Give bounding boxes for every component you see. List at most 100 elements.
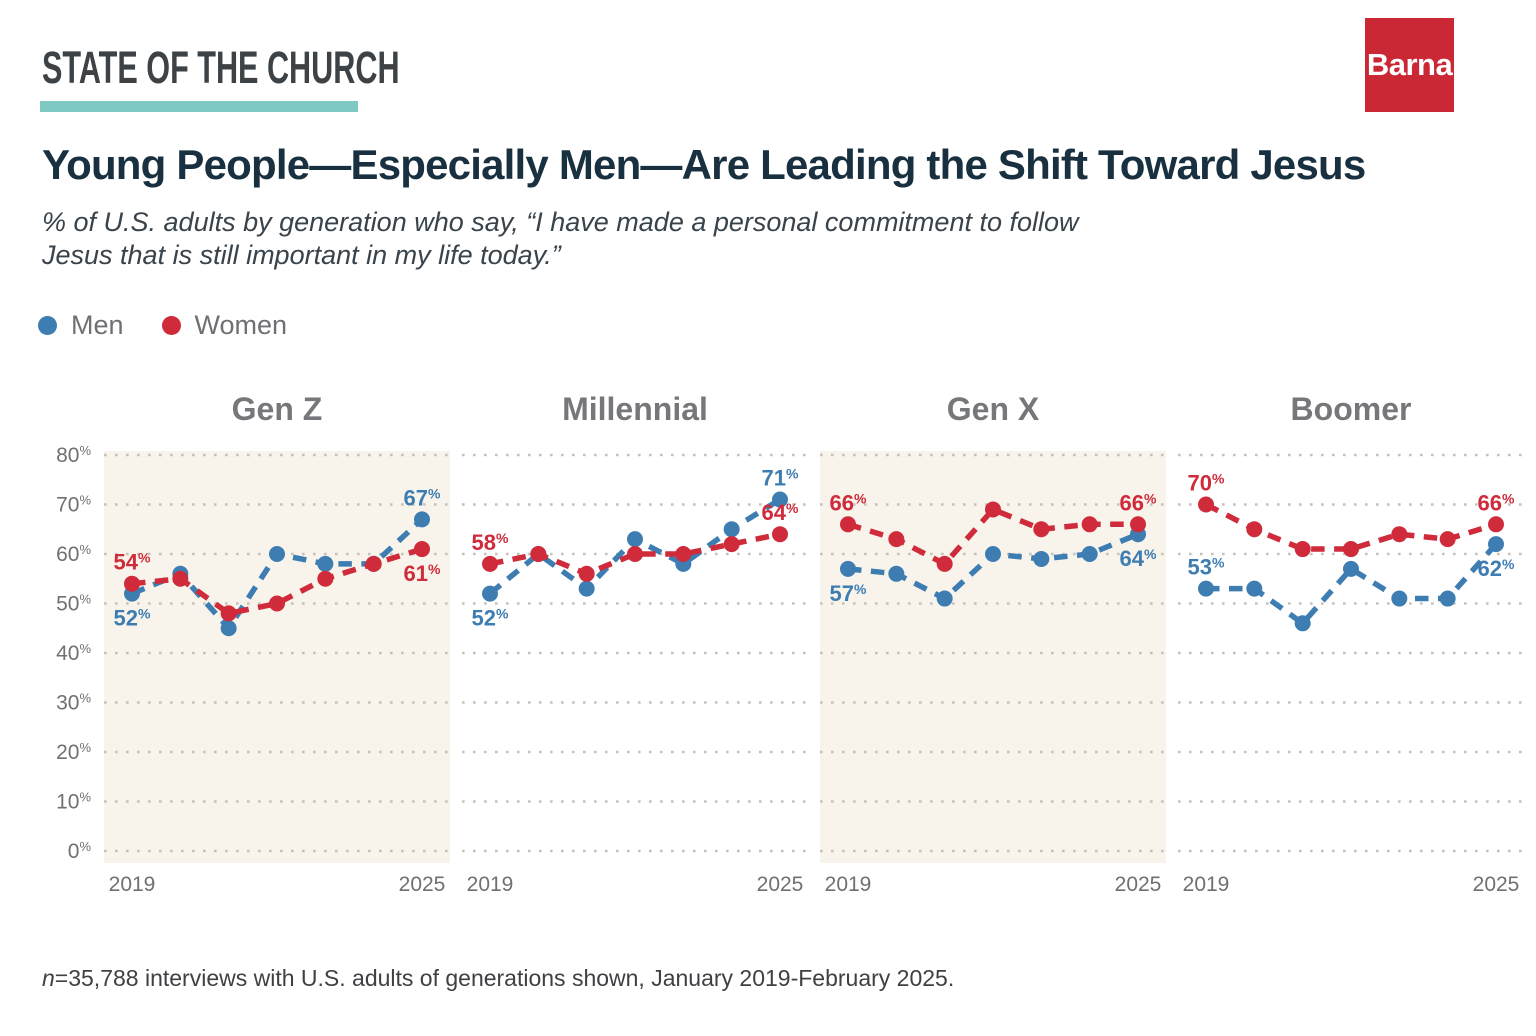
women-data-point-marker <box>1033 521 1050 538</box>
x-axis-label: 2019 <box>109 873 156 896</box>
x-axis-label: 2025 <box>1473 873 1520 896</box>
women-data-point-marker <box>1391 526 1408 543</box>
men-data-point-marker <box>888 565 905 582</box>
women-data-point-marker <box>317 570 334 587</box>
legend-item-men: Men <box>38 310 124 341</box>
x-axis-label: 2019 <box>825 873 872 896</box>
panel-title: Gen X <box>947 391 1040 427</box>
y-axis-label: 80% <box>56 443 91 467</box>
women-data-point-marker <box>675 546 692 562</box>
teal-accent-bar <box>40 101 358 112</box>
women-data-point-marker <box>482 555 498 572</box>
y-axis-label: 60% <box>56 542 91 566</box>
x-axis-label: 2025 <box>1115 873 1162 896</box>
men-data-point-marker <box>482 585 498 602</box>
y-axis-label: 50% <box>56 592 91 616</box>
chart-panel-boomer: Boomer 2019 2025 53% 62% 70% 66% <box>1178 391 1524 896</box>
y-axis-label: 10% <box>56 790 91 814</box>
y-axis-label: 20% <box>56 740 91 764</box>
women-value-label: 58% <box>472 530 509 555</box>
women-data-point-marker <box>1130 516 1146 533</box>
men-data-point-marker <box>772 491 788 508</box>
panel-background <box>104 451 450 863</box>
men-data-point-marker <box>936 590 953 607</box>
men-value-label: 52% <box>114 606 151 631</box>
men-value-label: 62% <box>1478 556 1515 581</box>
women-data-point-marker <box>772 526 788 543</box>
footnote: n=35,788 interviews with U.S. adults of … <box>42 965 954 992</box>
men-data-point-marker <box>1081 546 1098 562</box>
men-data-point-marker <box>627 531 643 548</box>
y-axis-label: 70% <box>56 493 91 517</box>
barna-logo: Barna <box>1365 18 1454 112</box>
men-value-label: 53% <box>1188 555 1225 580</box>
panel-title: Millennial <box>562 391 708 427</box>
chart-legend: Men Women <box>38 310 287 341</box>
y-axis-label: 0% <box>68 839 92 863</box>
panel-title: Boomer <box>1291 391 1412 427</box>
men-data-point-marker <box>1294 615 1311 632</box>
men-data-point-marker <box>1198 580 1214 597</box>
women-value-label: 66% <box>1478 490 1515 515</box>
women-data-point-marker <box>1294 541 1311 558</box>
women-data-point-marker <box>124 575 140 592</box>
footnote-text: =35,788 interviews with U.S. adults of g… <box>54 965 955 991</box>
chart-panel-gen-z: Gen Z 2019 2025 52% 67% 54% 61% <box>104 391 450 896</box>
women-data-point-marker <box>985 501 1001 518</box>
footnote-n: n <box>42 965 55 991</box>
chart-panel-millennial: Millennial 2019 2025 52% 71% 58% 64% <box>462 391 808 896</box>
women-value-label: 66% <box>1120 490 1157 515</box>
women-data-point-marker <box>414 541 430 558</box>
men-data-point-marker <box>985 546 1001 562</box>
chart-title: Young People—Especially Men—Are Leading … <box>42 141 1366 188</box>
men-data-point-marker <box>578 580 595 597</box>
men-data-point-marker <box>1343 560 1359 577</box>
women-value-label: 66% <box>830 490 867 515</box>
x-axis-label: 2025 <box>757 873 804 896</box>
legend-label-women: Women <box>194 310 288 340</box>
men-value-label: 64% <box>1120 546 1157 571</box>
women-value-label: 64% <box>762 500 799 525</box>
panel-background <box>820 451 1166 863</box>
women-value-label: 54% <box>114 550 151 575</box>
men-data-point-marker <box>269 546 285 562</box>
men-data-point-marker <box>1033 550 1050 567</box>
women-value-label: 70% <box>1188 471 1225 496</box>
men-value-label: 67% <box>404 485 441 510</box>
women-data-point-marker <box>1488 516 1504 533</box>
men-data-point-marker <box>1391 590 1408 607</box>
women-data-point-marker <box>1198 496 1214 513</box>
x-axis-label: 2025 <box>399 873 446 896</box>
women-data-point-marker <box>578 565 595 582</box>
men-data-point-marker <box>414 511 430 528</box>
women-data-point-marker <box>269 595 285 612</box>
panel-title: Gen Z <box>232 391 323 427</box>
subtitle-line-2: Jesus that is still important in my life… <box>42 240 561 270</box>
subtitle-line-1: % of U.S. adults by generation who say, … <box>42 207 1079 237</box>
men-data-point-marker <box>1488 536 1504 553</box>
men-data-point-marker <box>1246 580 1263 597</box>
legend-item-women: Women <box>161 310 288 341</box>
women-data-point-marker <box>936 555 953 572</box>
brand-heading: STATE OF THE CHURCH <box>42 42 400 93</box>
women-data-point-marker <box>1246 521 1263 538</box>
men-data-point-marker <box>840 560 856 577</box>
legend-label-men: Men <box>71 310 124 340</box>
men-value-label: 52% <box>472 606 509 631</box>
men-data-point-marker <box>220 620 237 637</box>
x-axis-label: 2019 <box>467 873 514 896</box>
men-data-point-marker <box>1439 590 1456 607</box>
women-data-point-marker <box>365 555 382 572</box>
y-axis-label: 40% <box>56 641 91 665</box>
men-series-dot-icon <box>38 316 57 335</box>
women-data-point-marker <box>723 536 740 553</box>
barna-logo-text: Barna <box>1366 47 1453 82</box>
men-data-point-marker <box>317 555 334 572</box>
men-value-label: 57% <box>830 581 867 606</box>
men-data-point-marker <box>723 521 740 538</box>
women-data-point-marker <box>220 605 237 622</box>
women-data-point-marker <box>840 516 856 533</box>
women-data-point-marker <box>1439 531 1456 548</box>
